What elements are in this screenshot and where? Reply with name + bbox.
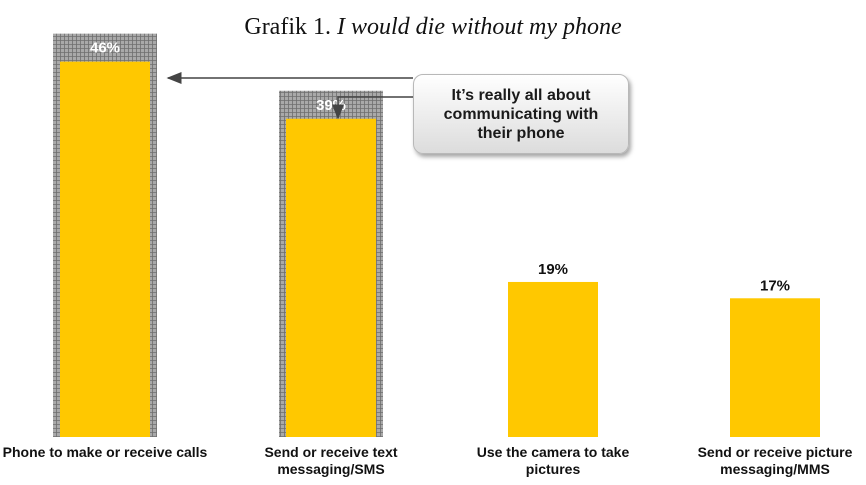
bars-group: 46% 39% 19% 17% xyxy=(53,33,820,437)
bar-1 xyxy=(60,61,150,437)
category-label-3: Use the camera to take pictures xyxy=(476,444,630,477)
bar-value-label-4: 17% xyxy=(760,277,790,294)
bar-value-label-2: 39% xyxy=(316,97,346,114)
category-label-4: Send or receive picture messaging/MMS xyxy=(697,444,853,477)
category-label-1: Phone to make or receive calls xyxy=(2,444,208,460)
callout-arrows xyxy=(166,72,413,120)
callout-arrow-to-bar-2 xyxy=(332,96,413,120)
bar-value-label-3: 19% xyxy=(538,261,568,278)
chart-title-italic: I would die without my phone xyxy=(337,14,622,40)
bar-2 xyxy=(286,118,376,437)
bar-3 xyxy=(508,281,598,437)
callout-box: It’s really all about communicating with… xyxy=(413,74,629,154)
bar-value-label-1: 46% xyxy=(90,40,120,57)
category-label-2: Send or receive text messaging/SMS xyxy=(264,444,398,477)
bar-4 xyxy=(730,298,820,437)
chart-title-prefix: Grafik 1. xyxy=(244,14,331,40)
chart-title: Grafik 1. I would die without my phone xyxy=(0,14,866,41)
